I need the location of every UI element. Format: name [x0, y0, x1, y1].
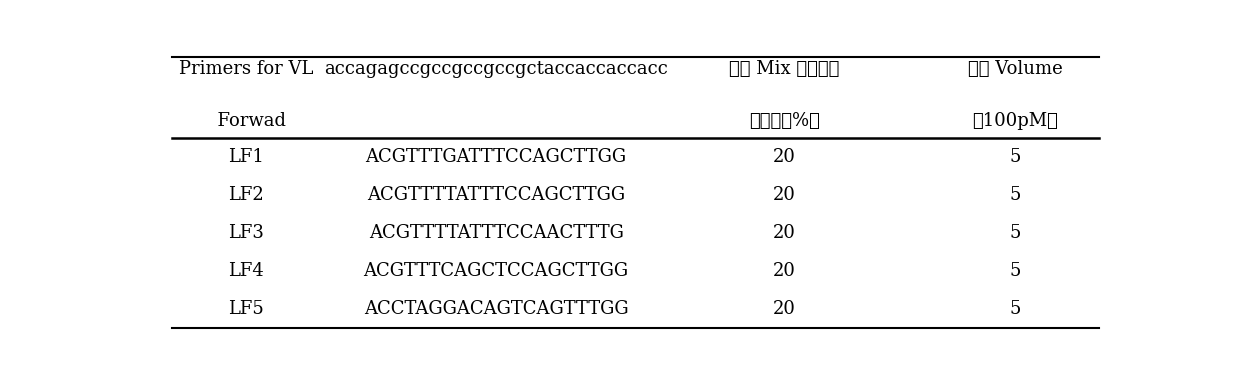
Text: 5: 5: [1009, 262, 1021, 280]
Text: ACGTTTCAGCTCCAGCTTGG: ACGTTTCAGCTCCAGCTTGG: [363, 262, 629, 280]
Text: 引物 Volume: 引物 Volume: [967, 60, 1063, 77]
Text: accagagccgccgccgccgctaccaccaccacc: accagagccgccgccgccgctaccaccaccacc: [324, 60, 668, 77]
Text: 20: 20: [773, 262, 796, 280]
Text: 5: 5: [1009, 149, 1021, 166]
Text: 20: 20: [773, 224, 796, 242]
Text: LF4: LF4: [228, 262, 264, 280]
Text: 引物 Mix 各引物所: 引物 Mix 各引物所: [729, 60, 839, 77]
Text: 5: 5: [1009, 186, 1021, 204]
Text: LF1: LF1: [228, 149, 264, 166]
Text: 20: 20: [773, 300, 796, 318]
Text: ACGTTTGATTTCCAGCTTGG: ACGTTTGATTTCCAGCTTGG: [366, 149, 626, 166]
Text: 20: 20: [773, 149, 796, 166]
Text: LF2: LF2: [228, 186, 264, 204]
Text: ACGTTTTATTTCCAGCTTGG: ACGTTTTATTTCCAGCTTGG: [367, 186, 625, 204]
Text: ACGTTTTATTTCCAACTTTG: ACGTTTTATTTCCAACTTTG: [368, 224, 624, 242]
Text: （100pM）: （100pM）: [972, 112, 1058, 130]
Text: 5: 5: [1009, 300, 1021, 318]
Text: 占比例（%）: 占比例（%）: [749, 112, 820, 130]
Text: 5: 5: [1009, 224, 1021, 242]
Text: Forwad: Forwad: [206, 112, 286, 130]
Text: LF5: LF5: [228, 300, 264, 318]
Text: ACCTAGGACAGTCAGTTTGG: ACCTAGGACAGTCAGTTTGG: [363, 300, 629, 318]
Text: Primers for VL: Primers for VL: [179, 60, 314, 77]
Text: LF3: LF3: [228, 224, 264, 242]
Text: 20: 20: [773, 186, 796, 204]
